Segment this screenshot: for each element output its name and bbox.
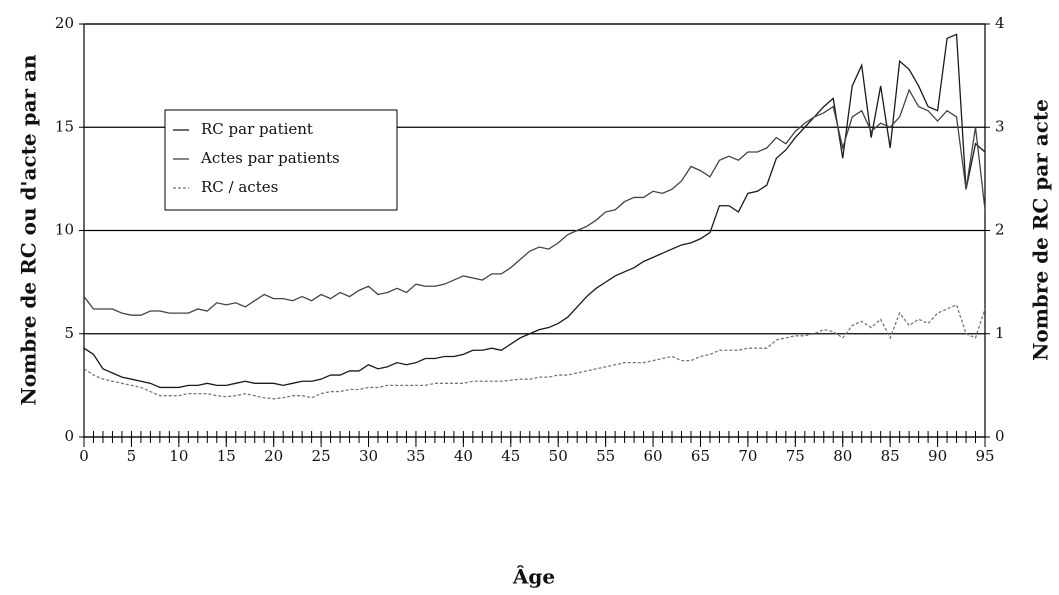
x-tick-label: 70	[738, 447, 757, 465]
x-tick-label: 5	[127, 447, 137, 465]
y-axis-label: Nombre de RC ou d'acte par an	[17, 54, 41, 406]
series-line	[83, 303, 986, 400]
x-tick-label: 60	[644, 447, 663, 465]
y2-tick-label: 4	[995, 14, 1005, 32]
y2-tick-label: 3	[995, 117, 1005, 135]
x-tick-label: 95	[975, 447, 994, 465]
legend-box	[164, 109, 398, 211]
y2-axis-label: Nombre de RC par acte	[1029, 99, 1053, 361]
y-tick-label: 5	[64, 324, 74, 342]
x-tick-label: 15	[217, 447, 236, 465]
legend-label: RC / actes	[201, 178, 278, 196]
y2-tick-label: 2	[995, 221, 1005, 239]
y-tick-label: 15	[55, 117, 74, 135]
x-tick-label: 30	[359, 447, 378, 465]
x-tick-label: 25	[312, 447, 331, 465]
series-line	[83, 88, 986, 316]
y-tick-label: 0	[64, 427, 74, 445]
y-tick-label: 10	[55, 221, 74, 239]
series-line	[83, 33, 986, 389]
y2-tick-label: 0	[995, 427, 1005, 445]
x-tick-label: 0	[79, 447, 89, 465]
x-tick-label: 45	[501, 447, 520, 465]
x-tick-label: 40	[454, 447, 473, 465]
x-tick-label: 75	[786, 447, 805, 465]
x-tick-label: 55	[596, 447, 615, 465]
x-tick-label: 20	[264, 447, 283, 465]
x-tick-label: 10	[169, 447, 188, 465]
plot-frame	[83, 23, 986, 438]
x-tick-label: 50	[549, 447, 568, 465]
legend-label: Actes par patients	[200, 149, 340, 167]
x-tick-label: 90	[928, 447, 947, 465]
legend-label: RC par patient	[201, 120, 313, 138]
x-tick-label: 80	[833, 447, 852, 465]
x-tick-label: 65	[691, 447, 710, 465]
x-axis-label: Âge	[512, 565, 555, 589]
x-tick-label: 85	[881, 447, 900, 465]
y2-tick-label: 1	[995, 324, 1005, 342]
x-tick-label: 35	[406, 447, 425, 465]
y-tick-label: 20	[55, 14, 74, 32]
